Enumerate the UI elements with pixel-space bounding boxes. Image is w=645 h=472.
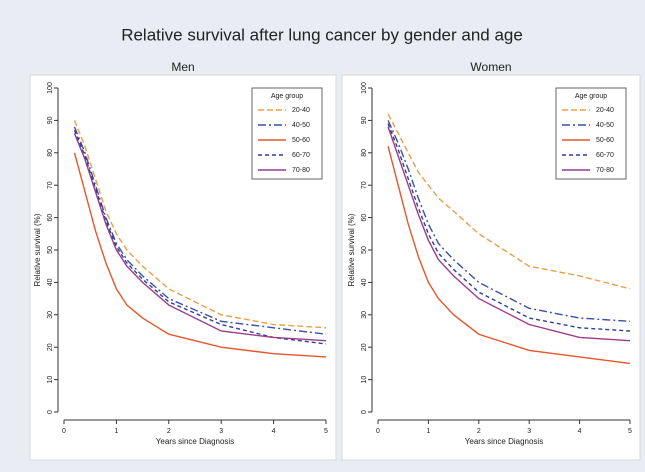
series-line — [387, 120, 631, 322]
legend-box — [251, 87, 323, 180]
y-tick-label: 90 — [47, 116, 54, 124]
x-tick-label: 0 — [62, 428, 66, 435]
y-axis-label: Relative survival (%) — [347, 213, 356, 286]
x-tick-label: 5 — [324, 428, 328, 435]
legend-label: 40-50 — [596, 122, 614, 129]
y-tick-label: 100 — [361, 82, 368, 94]
y-tick-label: 0 — [361, 410, 368, 414]
series-line — [73, 152, 327, 358]
x-tick-label: 1 — [114, 428, 118, 435]
y-tick-label: 30 — [361, 311, 368, 319]
x-axis-label: Years since Diagnosis — [156, 437, 234, 446]
legend-box — [555, 87, 627, 180]
y-tick-label: 70 — [47, 181, 54, 189]
series-line — [387, 123, 631, 332]
legend-label: 40-50 — [292, 122, 310, 129]
series-line — [73, 133, 327, 342]
series-line — [73, 129, 327, 345]
y-tick-label: 20 — [361, 343, 368, 351]
y-tick-label: 30 — [47, 311, 54, 319]
y-tick-label: 80 — [47, 149, 54, 157]
y-tick-label: 50 — [47, 246, 54, 254]
legend-label: 50-60 — [292, 137, 310, 144]
y-tick-label: 0 — [47, 410, 54, 414]
legend-label: 70-80 — [292, 167, 310, 174]
x-tick-label: 3 — [219, 428, 223, 435]
x-tick-label: 3 — [527, 428, 531, 435]
panel-title: Men — [171, 60, 194, 74]
legend-label: 20-40 — [596, 107, 614, 114]
x-tick-label: 1 — [426, 428, 430, 435]
y-tick-label: 80 — [361, 149, 368, 157]
panel-title: Women — [470, 60, 511, 74]
legend-label: 60-70 — [292, 152, 310, 159]
y-tick-label: 20 — [47, 343, 54, 351]
x-tick-label: 5 — [628, 428, 632, 435]
series-line — [387, 113, 631, 290]
y-axis-label: Relative survival (%) — [33, 213, 42, 286]
series-line — [73, 120, 327, 329]
series-line — [73, 126, 327, 335]
legend-title: Age group — [575, 93, 607, 100]
x-tick-label: 4 — [578, 428, 582, 435]
y-tick-label: 60 — [47, 214, 54, 222]
legend-label: 20-40 — [292, 107, 310, 114]
y-tick-label: 90 — [361, 116, 368, 124]
x-tick-label: 2 — [167, 428, 171, 435]
y-tick-label: 40 — [47, 278, 54, 286]
y-tick-label: 10 — [361, 376, 368, 384]
x-axis-label: Years since Diagnosis — [465, 437, 543, 446]
figure-title: Relative survival after lung cancer by g… — [121, 25, 523, 44]
legend-title: Age group — [271, 93, 303, 100]
y-tick-label: 100 — [47, 82, 54, 94]
series-line — [387, 126, 631, 342]
legend-label: 50-60 — [596, 137, 614, 144]
legend-label: 60-70 — [596, 152, 614, 159]
legend-label: 70-80 — [596, 167, 614, 174]
x-tick-label: 4 — [272, 428, 276, 435]
y-tick-label: 70 — [361, 181, 368, 189]
y-tick-label: 60 — [361, 214, 368, 222]
series-line — [387, 146, 631, 365]
y-tick-label: 40 — [361, 278, 368, 286]
y-tick-label: 50 — [361, 246, 368, 254]
x-tick-label: 0 — [376, 428, 380, 435]
y-tick-label: 10 — [47, 376, 54, 384]
x-tick-label: 2 — [477, 428, 481, 435]
